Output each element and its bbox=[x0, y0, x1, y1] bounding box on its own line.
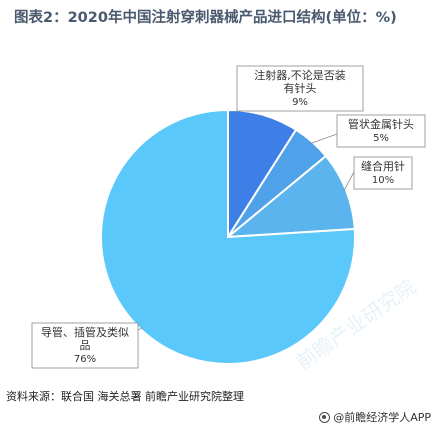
leader-line bbox=[261, 114, 264, 118]
slice-value-label: 5% bbox=[373, 133, 389, 144]
slice-label-box bbox=[336, 114, 426, 148]
chart-title: 图表2：2020年中国注射穿刺器械产品进口结构(单位：%) bbox=[14, 10, 397, 26]
slice-value-label: 10% bbox=[372, 175, 394, 186]
pie-slice bbox=[224, 154, 356, 239]
slice-label-box bbox=[353, 156, 413, 190]
slice-name-label: 管状金属针头 bbox=[348, 117, 414, 131]
slice-value-label: 76% bbox=[74, 354, 96, 365]
brand-credit: @前瞻经济学人APP bbox=[319, 409, 431, 425]
slice-name-label: 品 bbox=[80, 339, 91, 352]
pie-slice bbox=[100, 108, 356, 365]
slice-value-label: 9% bbox=[292, 97, 308, 108]
brand-logo-icon bbox=[319, 411, 331, 423]
brand-text: @前瞻经济学人APP bbox=[333, 411, 431, 424]
source-note: 资料来源：联合国 海关总署 前瞻产业研究院整理 bbox=[6, 390, 244, 403]
leader-line bbox=[310, 133, 338, 144]
leader-line bbox=[343, 171, 355, 192]
slice-name-label: 导管、插管及类似 bbox=[41, 325, 129, 339]
leader-line bbox=[137, 327, 143, 331]
slice-label-box bbox=[31, 322, 139, 369]
slice-name-label: 缝合用针 bbox=[361, 159, 405, 173]
slice-name-label: 注射器,不论是否装 bbox=[254, 68, 346, 82]
slice-name-label: 有针头 bbox=[284, 81, 317, 95]
slice-label-box bbox=[236, 65, 364, 112]
